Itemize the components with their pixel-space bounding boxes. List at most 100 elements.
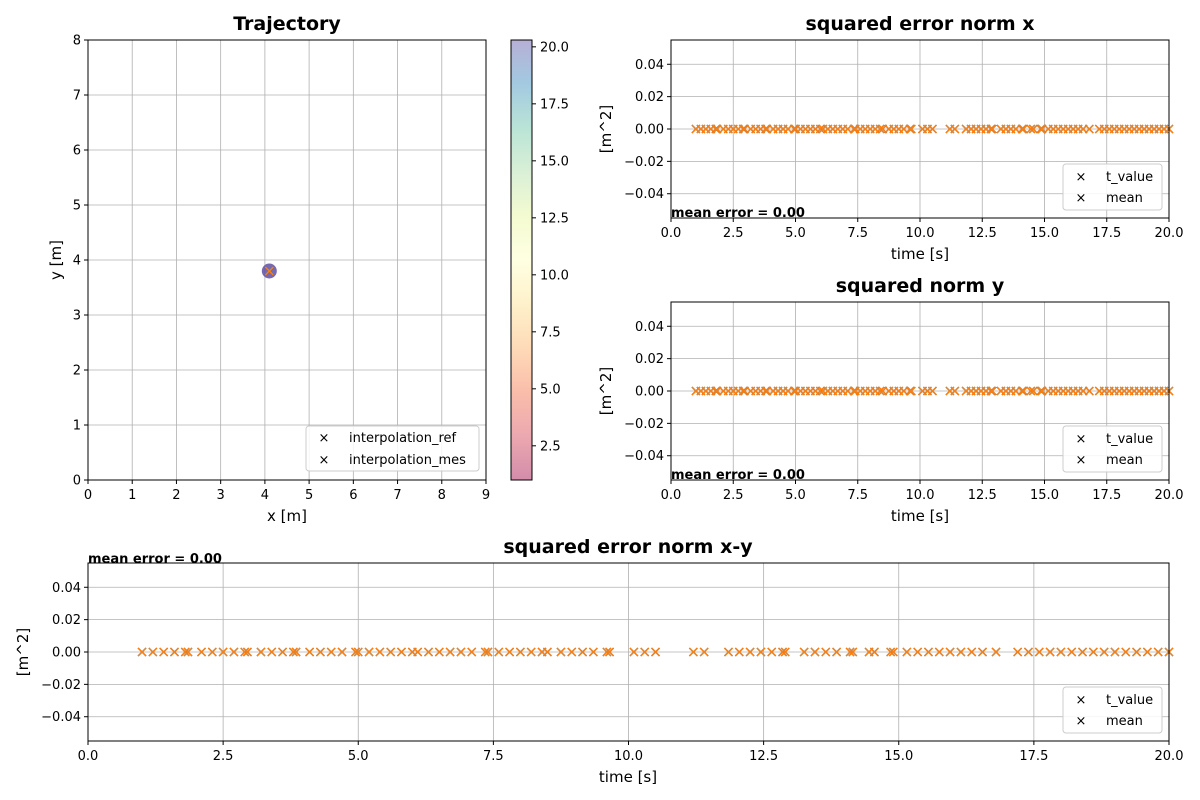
trajectory-legend-box	[305, 425, 480, 472]
error-y-ytick-label: −0.02	[624, 417, 664, 432]
error-y-xtick-label: 15.0	[1030, 488, 1059, 503]
error-xy-mean-mark	[845, 647, 855, 657]
trajectory-ytick-label: 1	[73, 419, 81, 434]
error-x-yticks: 0.04 0.02 0.00 −0.02 −0.04	[624, 58, 671, 202]
error-x-marks	[691, 124, 1174, 134]
error-y-mean-mark	[1018, 386, 1028, 396]
error-xy-mean-mark	[1034, 647, 1044, 657]
error-xy-mean-mark	[1045, 647, 1055, 657]
error-y-mean-mark	[950, 386, 960, 396]
error-x-title: squared error norm x	[805, 13, 1034, 35]
error-x-xtick-label: 20.0	[1155, 226, 1184, 241]
error-xy-mean-mark	[778, 647, 788, 657]
trajectory-xtick-label: 3	[217, 488, 225, 503]
error-x-xtick-label: 10.0	[906, 226, 935, 241]
error-xy-yticks: 0.04 0.02 0.00 −0.02 −0.04	[41, 581, 88, 725]
trajectory-legend-ref-label: interpolation_ref	[349, 431, 457, 446]
error-x-xticks: 0.0 2.5 5.0 7.5 10.0 12.5 15.0 17.5 20.0	[661, 218, 1184, 241]
error-y-legend-t-marker: ×	[1076, 432, 1087, 447]
trajectory-marks	[261, 263, 277, 279]
colorbar-tick-label: 12.5	[540, 211, 569, 226]
trajectory-ytick-label: 7	[73, 89, 81, 104]
error-xy-mean-mark	[351, 647, 361, 657]
error-xy-ytick-label: 0.04	[52, 581, 81, 596]
error-xy-mean-mark	[745, 647, 755, 657]
error-xy-xtick-label: 5.0	[348, 749, 369, 764]
error-y-xtick-label: 17.5	[1092, 488, 1121, 503]
error-xy-mean-mark	[375, 647, 385, 657]
error-x-ylabel: [m^2]	[597, 105, 615, 153]
error-xy-mean-mark	[934, 647, 944, 657]
trajectory-mes-mark	[264, 266, 274, 276]
error-y-ylabel: [m^2]	[597, 367, 615, 415]
error-xy-mean-mark	[578, 647, 588, 657]
error-xy-mean-mark	[767, 647, 777, 657]
error-x-ytick-label: 0.02	[635, 90, 664, 105]
error-xy-mean-mark	[602, 647, 612, 657]
error-xy-xticks: 0.0 2.5 5.0 7.5 10.0 12.5 15.0 17.5 20.0	[78, 741, 1183, 764]
colorbar-tick-label: 2.5	[540, 439, 561, 454]
error-xy-mean-mark	[799, 647, 809, 657]
error-y-mean-mark	[905, 386, 915, 396]
error-y-xtick-label: 20.0	[1155, 488, 1184, 503]
error-xy-mean-mark	[480, 647, 490, 657]
error-xy-mean-mark	[242, 647, 252, 657]
error-y-legend-t-label: t_value	[1106, 432, 1153, 447]
trajectory-xtick-label: 7	[393, 488, 401, 503]
error-xy-mean-mark	[505, 647, 515, 657]
panel-trajectory: Trajectory 0 1 2 3 4 5 6 7 8 9 0 1 2 3 4 5 6 7 8 x [m] y …	[47, 13, 490, 525]
trajectory-yticks: 0 1 2 3 4 5 6 7 8	[73, 34, 88, 489]
error-y-xtick-label: 5.0	[785, 488, 806, 503]
error-x-ytick-label: 0.04	[635, 58, 664, 73]
error-xy-xtick-label: 0.0	[78, 749, 99, 764]
error-y-yticks: 0.04 0.02 0.00 −0.02 −0.04	[624, 320, 671, 464]
error-xy-mean-mark	[1121, 647, 1131, 657]
error-y-ytick-label: 0.04	[635, 320, 664, 335]
error-x-xtick-label: 5.0	[785, 226, 806, 241]
error-y-ytick-label: 0.02	[635, 352, 664, 367]
trajectory-ytick-label: 8	[73, 34, 81, 49]
error-y-legend-mean-label: mean	[1106, 453, 1143, 468]
trajectory-ytick-label: 3	[73, 309, 81, 324]
trajectory-xtick-label: 8	[438, 488, 446, 503]
error-xy-mean-mark	[756, 647, 766, 657]
error-y-xlabel: time [s]	[891, 507, 949, 525]
error-xy-mean-mark	[723, 647, 733, 657]
error-xy-xtick-label: 10.0	[614, 749, 643, 764]
error-xy-mean-mark	[734, 647, 744, 657]
error-x-legend-box	[1062, 163, 1163, 211]
error-xy-mean-mark	[810, 647, 820, 657]
trajectory-xtick-label: 9	[482, 488, 490, 503]
error-x-mean-mark	[761, 124, 771, 134]
error-x-legend-mean-label: mean	[1106, 191, 1143, 206]
error-y-mean-mark	[987, 386, 997, 396]
error-y-xtick-label: 12.5	[968, 488, 997, 503]
error-xy-mean-mark	[137, 647, 147, 657]
error-x-mean-mark	[875, 124, 885, 134]
error-xy-mean-mark	[978, 647, 988, 657]
error-xy-mean-mark	[305, 647, 315, 657]
error-xy-legend-t-label: t_value	[1106, 693, 1153, 708]
error-x-annotation: mean error = 0.00	[671, 206, 805, 221]
error-xy-ytick-label: −0.04	[41, 710, 81, 725]
error-x-mean-mark	[927, 124, 937, 134]
error-xy-mean-mark	[821, 647, 831, 657]
error-xy-mean-mark	[291, 647, 301, 657]
error-y-mean-mark	[1036, 386, 1046, 396]
error-y-xtick-label: 0.0	[661, 488, 682, 503]
error-x-xlabel: time [s]	[891, 245, 949, 263]
error-xy-mean-mark	[353, 647, 363, 657]
error-x-mean-mark	[815, 124, 825, 134]
error-x-mean-mark	[1018, 124, 1028, 134]
error-xy-mean-mark	[197, 647, 206, 657]
trajectory-xtick-label: 0	[84, 488, 92, 503]
error-xy-mean-mark	[1099, 647, 1109, 657]
error-xy-mean-mark	[1142, 647, 1152, 657]
error-xy-mean-mark	[1013, 647, 1023, 657]
error-xy-mean-mark	[288, 647, 298, 657]
error-y-xtick-label: 2.5	[723, 488, 744, 503]
error-xy-title: squared error norm x-y	[503, 536, 753, 558]
error-y-legend-mean-marker: ×	[1076, 453, 1087, 468]
error-xy-legend: × t_value × mean	[1062, 686, 1163, 734]
error-x-mean-mark	[950, 124, 960, 134]
